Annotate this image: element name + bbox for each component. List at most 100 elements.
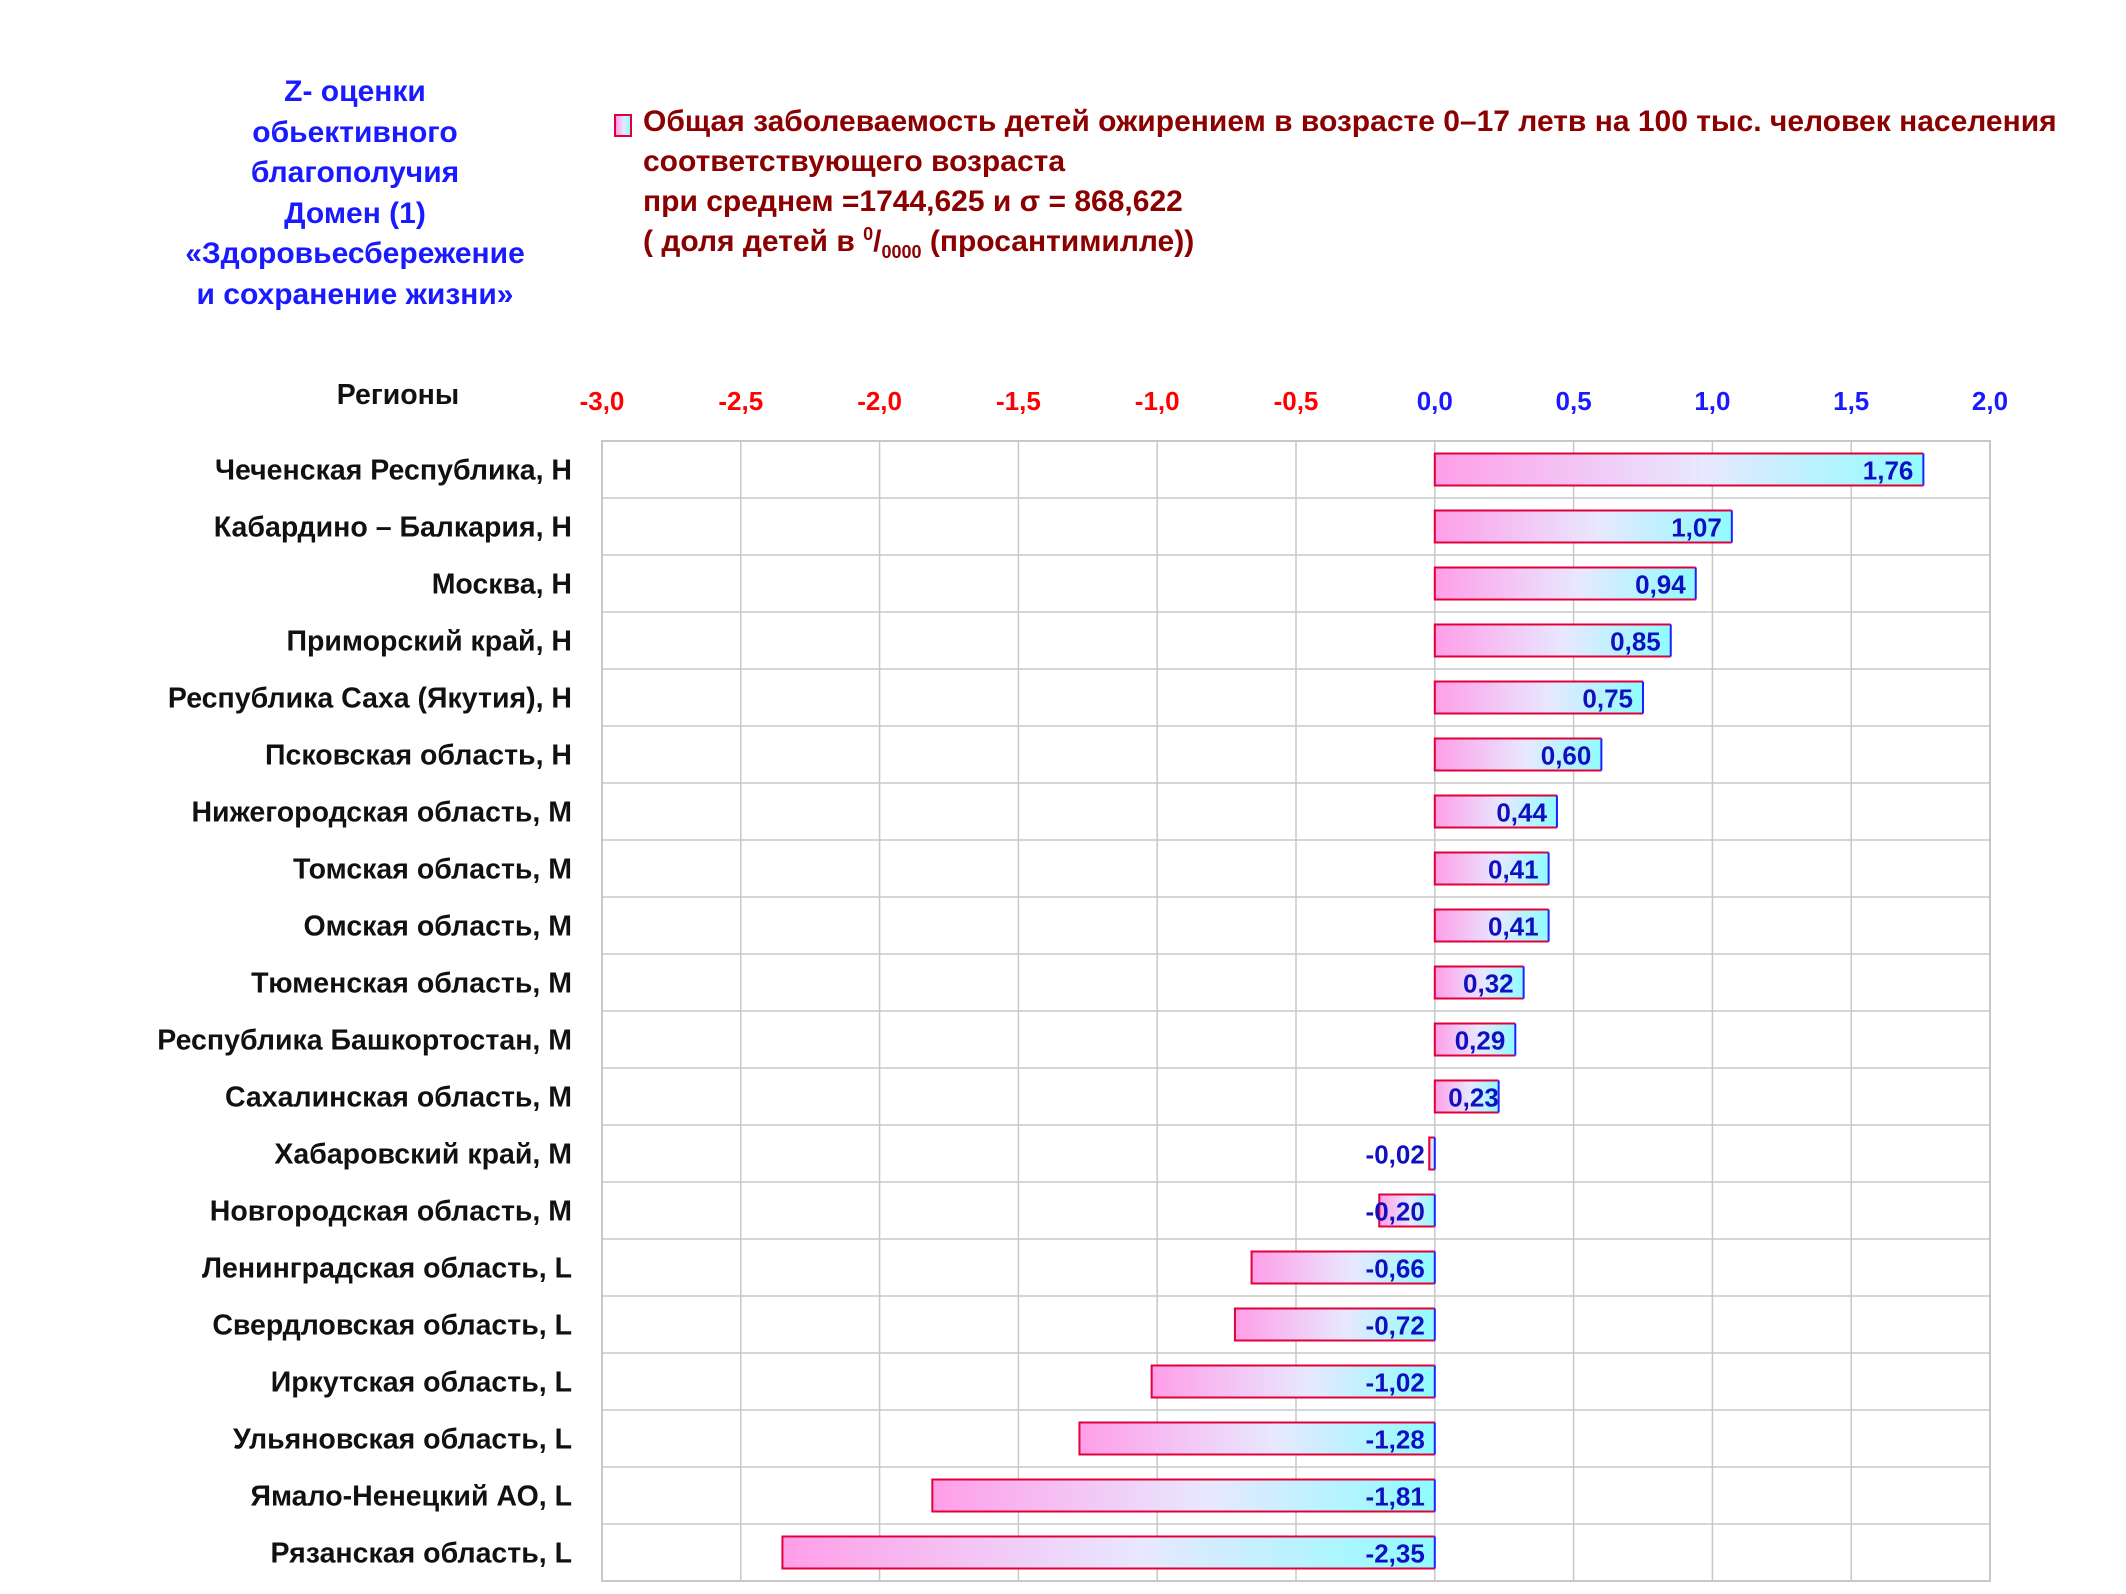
bar-border xyxy=(1078,1421,1435,1456)
legend-line-4-prefix: ( доля детей в xyxy=(643,225,864,258)
bar xyxy=(1234,1308,1435,1341)
bar-border xyxy=(1428,1136,1435,1171)
bar-border xyxy=(1433,908,1549,943)
value-label: -1,28 xyxy=(1366,1425,1425,1455)
value-label: 0,60 xyxy=(1541,741,1592,771)
bar xyxy=(782,1536,1435,1569)
legend-text-line-1: Общая заболеваемость детей ожирением в в… xyxy=(643,105,2057,138)
category-label: Омская область, M xyxy=(303,911,572,943)
category-label: Республика Саха (Якутия), H xyxy=(168,683,572,715)
legend-text-line-4: ( доля детей в 0/0000 (просантимилле)) xyxy=(614,222,2057,262)
x-tick-label: -2,5 xyxy=(718,386,763,416)
x-tick-label: -2,0 xyxy=(857,386,902,416)
value-label: -2,35 xyxy=(1366,1539,1425,1569)
bar xyxy=(1434,1080,1499,1113)
bar-border xyxy=(931,1478,1435,1513)
bar xyxy=(1379,1194,1435,1227)
category-axis-header: Регионы xyxy=(337,379,460,411)
chart-bars xyxy=(781,452,1925,1570)
category-label: Хабаровский край, M xyxy=(274,1139,572,1171)
bar xyxy=(1434,624,1671,657)
category-label: Ульяновская область, L xyxy=(233,1424,572,1456)
bar xyxy=(1434,852,1549,885)
bar xyxy=(1434,795,1557,828)
bar-border xyxy=(1433,794,1557,829)
x-tick-label: 0,0 xyxy=(1417,386,1453,416)
bar xyxy=(1434,909,1549,942)
bar-border xyxy=(1433,680,1643,715)
category-label: Республика Башкортостан, M xyxy=(157,1025,572,1057)
value-label: 0,85 xyxy=(1610,627,1661,657)
x-tick-label: 0,5 xyxy=(1556,386,1592,416)
value-labels: 1,76 1,07 0,94 0,85 0,75 0,60 0,44 0,41 0,41 0,32… xyxy=(1366,456,1914,1569)
value-label: 1,07 xyxy=(1671,513,1722,543)
bar-border xyxy=(1433,737,1602,772)
category-label: Ямало-Ненецкий АО, L xyxy=(250,1481,572,1513)
value-label: -1,81 xyxy=(1366,1482,1425,1512)
bar xyxy=(1079,1422,1435,1455)
bar-border xyxy=(1433,851,1549,886)
category-label: Псковская область, H xyxy=(265,740,572,772)
value-label: 0,44 xyxy=(1496,798,1547,828)
bar xyxy=(1434,738,1602,771)
side-title-line: «Здоровьесбережение xyxy=(185,237,525,270)
value-label: 0,94 xyxy=(1635,570,1686,600)
bar-border xyxy=(1433,623,1671,658)
bar-border xyxy=(1250,1250,1435,1285)
side-title-line: обьективного xyxy=(252,115,458,149)
category-label: Приморский край, H xyxy=(287,626,572,658)
bar-border xyxy=(1233,1307,1435,1342)
value-label: -0,20 xyxy=(1366,1197,1425,1227)
bar xyxy=(932,1479,1435,1512)
bar-border xyxy=(1150,1364,1435,1399)
category-label: Сахалинская область, M xyxy=(225,1082,572,1114)
legend-entry: Общая заболеваемость детей ожирением в в… xyxy=(614,102,2057,142)
legend-line-4-sup: 0 xyxy=(863,224,874,244)
chart-grid xyxy=(601,440,1991,1582)
value-label: -0,02 xyxy=(1366,1140,1425,1170)
bar xyxy=(1251,1251,1435,1284)
bar xyxy=(1434,453,1924,486)
x-axis-ticks: -3,0 -2,5 -2,0 -1,5 -1,0 -0,5 0,0 0,5 1,0 1,5 2,0 xyxy=(580,386,2008,416)
bar-border xyxy=(1433,509,1732,544)
x-tick-label: 1,5 xyxy=(1833,386,1869,416)
value-label: 0,75 xyxy=(1582,684,1633,714)
legend-line-4-sub: 0000 xyxy=(881,242,922,262)
chart-legend: Общая заболеваемость детей ожирением в в… xyxy=(614,102,2057,262)
legend-line-4-slash: / xyxy=(873,225,882,258)
side-title-line: благополучия xyxy=(250,156,460,189)
category-labels: Чеченская Республика, H Кабардино – Балка… xyxy=(157,455,572,1570)
category-label: Иркутская область, L xyxy=(271,1367,572,1399)
value-label: 0,41 xyxy=(1488,912,1539,942)
x-tick-label: -0,5 xyxy=(1274,386,1319,416)
legend-text-line-3: при среднем =1744,625 и σ = 868,622 xyxy=(643,185,1183,218)
value-label: 0,29 xyxy=(1455,1026,1506,1056)
bar-border xyxy=(781,1535,1435,1570)
legend-swatch xyxy=(614,114,632,137)
value-label: 0,32 xyxy=(1463,969,1514,999)
bar-border xyxy=(1433,1079,1499,1114)
category-label: Москва, H xyxy=(432,569,572,601)
bar xyxy=(1434,966,1524,999)
category-label: Новгородская область, M xyxy=(210,1196,572,1228)
value-label: 1,76 xyxy=(1863,456,1914,486)
bar xyxy=(1434,567,1696,600)
category-label: Ленинградская область, L xyxy=(202,1253,572,1285)
legend-line-4-suffix: (просантимилле)) xyxy=(921,225,1195,258)
x-tick-label: 2,0 xyxy=(1972,386,2008,416)
chart-side-title: Z- оценки обьективного благополучия Доме… xyxy=(150,72,560,315)
value-label: 0,23 xyxy=(1448,1083,1499,1113)
bar-border xyxy=(1433,965,1524,1000)
legend-text-line-2: соответствующего возраста xyxy=(643,145,1066,178)
value-label: -1,02 xyxy=(1366,1368,1425,1398)
bar xyxy=(1434,1023,1516,1056)
value-label: 0,41 xyxy=(1488,855,1539,885)
bar-border xyxy=(1433,1022,1516,1057)
bar xyxy=(1429,1137,1435,1170)
category-label: Кабардино – Балкария, H xyxy=(214,512,572,544)
value-label: -0,72 xyxy=(1366,1311,1425,1341)
x-tick-label: -1,0 xyxy=(1135,386,1180,416)
bar-border xyxy=(1433,566,1696,601)
side-title-line: и сохранение жизни» xyxy=(196,277,514,311)
